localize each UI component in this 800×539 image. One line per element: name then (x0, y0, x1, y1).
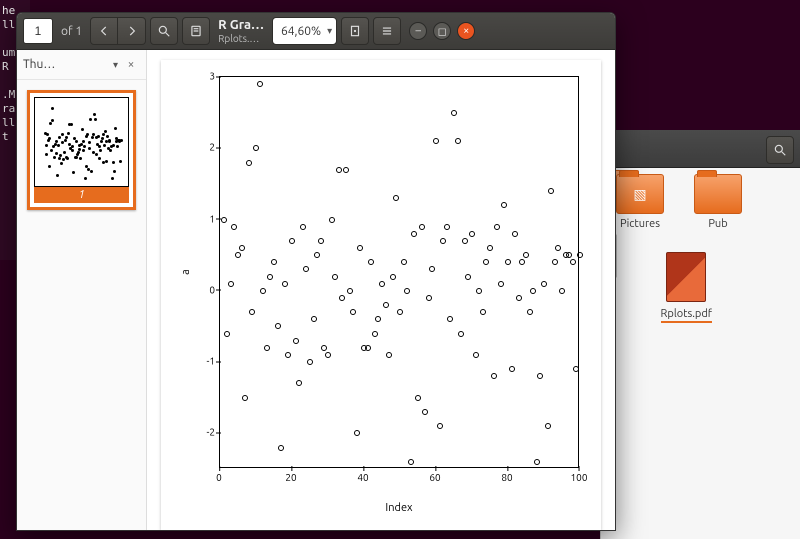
annotate-icon (189, 24, 203, 38)
subtitle-text: Rplots.… (218, 33, 264, 44)
zoom-selector[interactable]: 64,60% ▾ (272, 17, 337, 45)
thumbnail-number: 1 (34, 187, 129, 203)
page-viewport[interactable]: a Index 020406080100-2-10123 (147, 50, 615, 530)
chevron-down-icon[interactable]: ▾ (113, 59, 118, 71)
page-number-input[interactable] (23, 18, 53, 44)
hamburger-icon (380, 24, 394, 38)
chevron-right-icon (125, 24, 139, 38)
sidepane-mode-label: Thu… (23, 58, 109, 71)
scatter-plot (219, 76, 579, 468)
pdf-icon (666, 252, 706, 302)
menu-button[interactable] (373, 17, 401, 45)
thumbnails-sidepane: Thu… ▾ × 1 (17, 50, 147, 530)
view-mode-button[interactable] (341, 17, 369, 45)
window-title: R Gra… Rplots.… (214, 18, 268, 43)
titlebar: of 1 R Gra… Rplots.… 64,60% ▾ – ◻ × (17, 13, 615, 50)
file-label: Rplots.pdf (661, 308, 712, 323)
zoom-value: 64,60% (281, 25, 321, 38)
pdf-viewer-window: of 1 R Gra… Rplots.… 64,60% ▾ – ◻ × Thu…… (16, 12, 616, 531)
find-button[interactable] (150, 17, 178, 45)
files-icon-grid: ▧ Pictures Pub (600, 170, 800, 234)
chevron-down-icon: ▾ (327, 25, 332, 37)
thumbnail-plot (34, 97, 129, 187)
close-button[interactable]: × (457, 22, 475, 40)
annotate-button[interactable] (182, 17, 210, 45)
pdf-page: a Index 020406080100-2-10123 (161, 60, 601, 530)
search-icon (157, 24, 171, 38)
page-icon (348, 24, 362, 38)
maximize-button[interactable]: ◻ (433, 22, 451, 40)
title-text: R Gra… (218, 18, 264, 32)
pictures-icon: ▧ (617, 175, 663, 213)
folder-label: Pub (688, 218, 748, 230)
page-thumbnail[interactable]: 1 (27, 90, 136, 210)
x-axis-label: Index (219, 502, 579, 514)
folder-label: Pictures (610, 218, 670, 230)
folder-public-fragment[interactable]: Pub (688, 174, 748, 230)
file-rplots-pdf[interactable]: Rplots.pdf (661, 252, 712, 323)
prev-page-button[interactable] (90, 17, 118, 45)
page-count-label: of 1 (57, 25, 86, 38)
files-search-button[interactable] (766, 136, 794, 164)
sidepane-close-button[interactable]: × (122, 58, 140, 71)
folder-pictures[interactable]: ▧ Pictures (610, 174, 670, 230)
minimize-button[interactable]: – (409, 22, 427, 40)
y-axis-label: a (179, 76, 193, 468)
next-page-button[interactable] (118, 17, 146, 45)
search-icon (773, 143, 787, 157)
chevron-left-icon (97, 24, 111, 38)
